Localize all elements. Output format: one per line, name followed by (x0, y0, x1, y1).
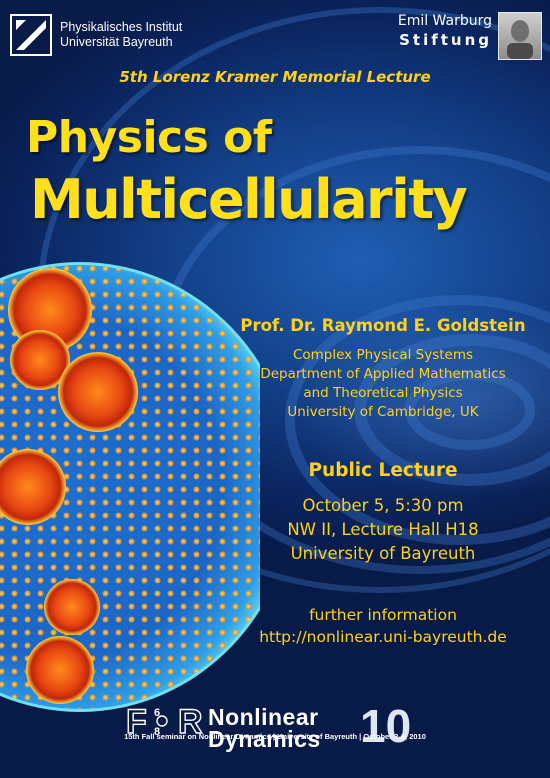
affiliation-line: Complex Physical Systems (292, 347, 474, 363)
speaker-name: Prof. Dr. Raymond E. Goldstein (240, 316, 526, 335)
lecture-details: October 5, 5:30 pm NW II, Lecture Hall H… (230, 494, 536, 566)
affiliation-line: University of Cambridge, UK (287, 404, 479, 420)
lecture-venue: University of Bayreuth (290, 544, 476, 563)
foundation-word: Stiftung (399, 31, 492, 49)
portrait-photo-icon (498, 12, 542, 60)
speaker-affiliation: Complex Physical Systems Department of A… (230, 346, 536, 422)
foundation-name: Emil Warburg (397, 13, 492, 29)
foundation-logo: Emil Warburg Stiftung (398, 12, 542, 60)
wordmark-line-2: Dynamics (208, 726, 321, 752)
title-line-2: Multicellularity (30, 168, 468, 231)
info-label: further information (309, 606, 457, 624)
title-line-1: Physics of (26, 112, 272, 163)
institute-emblem-icon (10, 14, 52, 56)
institute-logo: Physikalisches Institut Universität Bayr… (10, 14, 182, 56)
volvox-colony-image (0, 262, 260, 712)
further-information: further information http://nonlinear.uni… (230, 604, 536, 648)
nonlinear-dynamics-wordmark: Nonlinear Dynamics (208, 704, 321, 752)
institute-name: Physikalisches Institut Universität Bayr… (60, 20, 182, 50)
public-lecture-heading: Public Lecture (308, 460, 458, 481)
lecture-date: October 5, 5:30 pm (302, 496, 464, 515)
logo-digit: 6 (154, 707, 160, 719)
info-url-link[interactable]: http://nonlinear.uni-bayreuth.de (259, 628, 507, 646)
footer-note: 15th Fall seminar on Nonlinear Dynamics … (124, 732, 426, 741)
lecture-series: 5th Lorenz Kramer Memorial Lecture (119, 68, 431, 86)
logo-letter-r: R (178, 704, 203, 736)
logo-letter-o (156, 715, 168, 727)
lecture-room: NW II, Lecture Hall H18 (287, 520, 479, 539)
logo-letter-f: F (126, 704, 147, 736)
affiliation-line: and Theoretical Physics (303, 385, 463, 401)
institute-line-2: Universität Bayreuth (60, 35, 173, 49)
wordmark-line-1: Nonlinear (208, 704, 319, 730)
affiliation-line: Department of Applied Mathematics (260, 366, 506, 382)
logo-digit: 8 (154, 726, 160, 736)
edition-number: 10 (360, 700, 412, 752)
institute-line-1: Physikalisches Institut (60, 20, 183, 34)
for-608-logo-icon: F R 6 8 (126, 704, 203, 736)
